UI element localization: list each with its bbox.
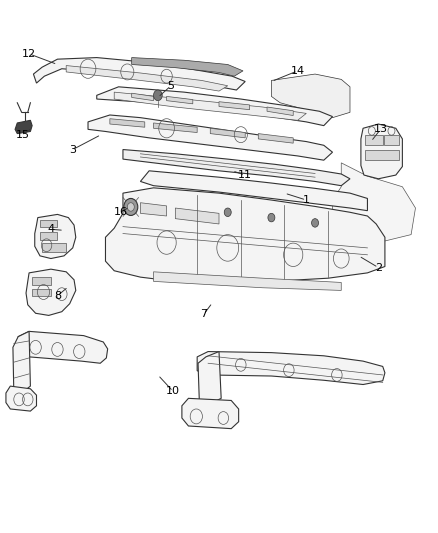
Polygon shape — [42, 243, 66, 252]
Polygon shape — [219, 102, 250, 110]
Polygon shape — [123, 150, 350, 185]
Polygon shape — [97, 87, 332, 126]
Text: 4: 4 — [47, 224, 54, 235]
Polygon shape — [141, 171, 367, 211]
Polygon shape — [332, 163, 416, 241]
Text: 14: 14 — [290, 66, 305, 76]
Polygon shape — [110, 119, 145, 127]
Text: 3: 3 — [69, 144, 76, 155]
Text: 13: 13 — [374, 124, 388, 134]
Polygon shape — [166, 96, 193, 104]
Polygon shape — [40, 220, 57, 227]
Polygon shape — [88, 115, 332, 160]
Polygon shape — [272, 74, 350, 118]
Polygon shape — [132, 58, 243, 76]
Circle shape — [311, 219, 318, 227]
Text: 2: 2 — [375, 263, 382, 272]
Polygon shape — [365, 150, 399, 160]
Polygon shape — [15, 120, 32, 134]
Circle shape — [153, 90, 162, 101]
Polygon shape — [40, 232, 57, 240]
Polygon shape — [153, 272, 341, 290]
Polygon shape — [175, 208, 219, 224]
Polygon shape — [35, 214, 76, 259]
Text: 10: 10 — [166, 386, 180, 397]
Text: 11: 11 — [238, 170, 252, 180]
Text: 1: 1 — [303, 195, 310, 205]
Polygon shape — [18, 332, 108, 364]
Polygon shape — [114, 92, 306, 120]
Polygon shape — [197, 352, 385, 384]
Polygon shape — [210, 128, 245, 138]
Polygon shape — [198, 352, 221, 403]
Polygon shape — [258, 134, 293, 143]
Polygon shape — [33, 58, 245, 90]
Polygon shape — [66, 66, 228, 91]
Polygon shape — [153, 123, 197, 133]
Polygon shape — [267, 107, 293, 116]
Polygon shape — [141, 203, 166, 216]
Polygon shape — [361, 124, 403, 179]
Circle shape — [127, 203, 134, 211]
Text: 15: 15 — [15, 130, 29, 140]
Polygon shape — [26, 269, 76, 316]
Polygon shape — [6, 386, 36, 411]
Polygon shape — [365, 135, 383, 146]
Circle shape — [268, 213, 275, 222]
Circle shape — [124, 198, 138, 215]
Polygon shape — [32, 289, 51, 296]
Text: 7: 7 — [200, 309, 207, 319]
Text: 12: 12 — [22, 49, 36, 59]
Text: 5: 5 — [167, 81, 174, 91]
Polygon shape — [32, 277, 51, 285]
Text: 16: 16 — [114, 207, 128, 217]
Polygon shape — [13, 332, 30, 393]
Text: 8: 8 — [54, 290, 61, 301]
Polygon shape — [132, 93, 153, 101]
Circle shape — [224, 208, 231, 216]
Polygon shape — [384, 135, 399, 146]
Polygon shape — [182, 398, 239, 429]
Polygon shape — [106, 188, 385, 282]
